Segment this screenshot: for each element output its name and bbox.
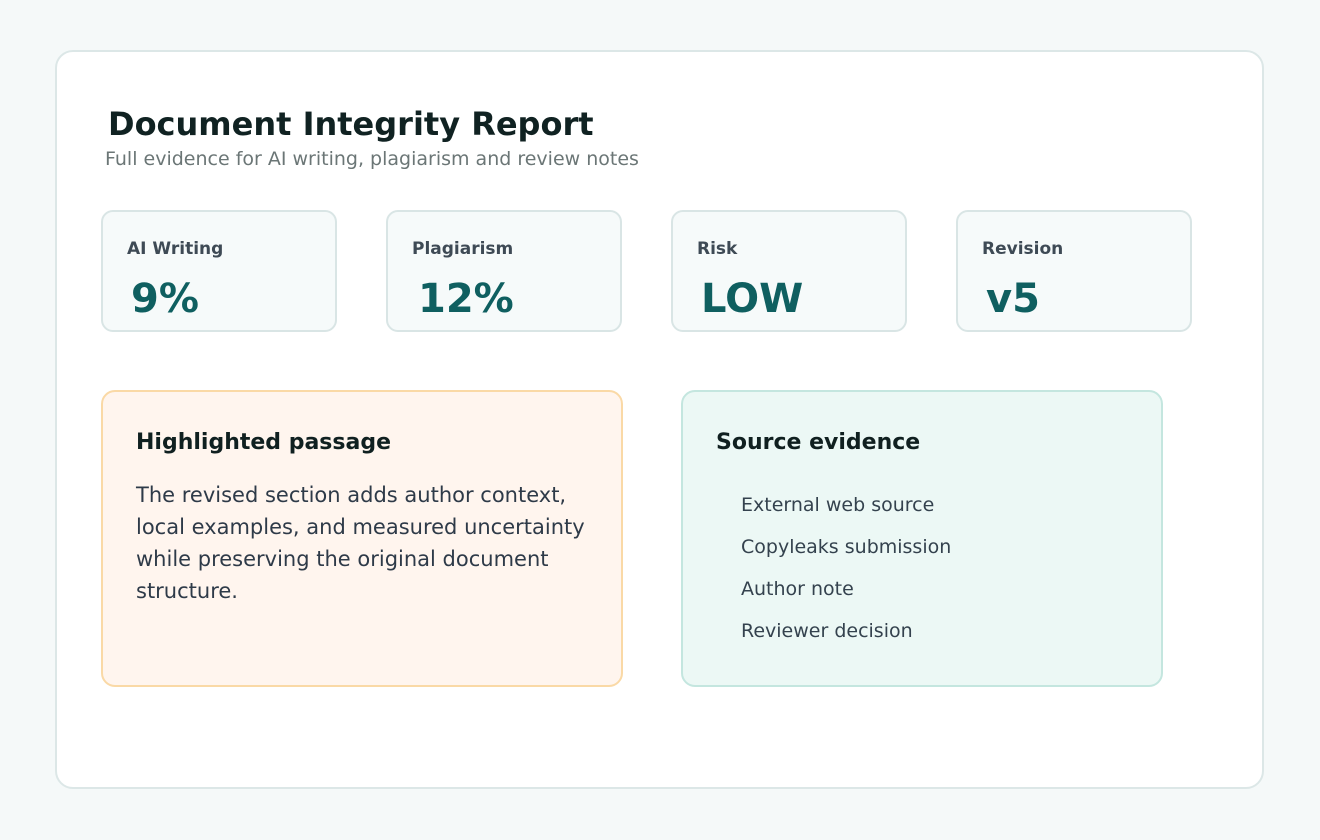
evidence-item: Reviewer decision [741,620,913,642]
metric-value: v5 [986,276,1040,322]
source-evidence-panel: Source evidence External web source Copy… [681,390,1163,687]
metric-value: LOW [701,276,804,322]
evidence-item: Copyleaks submission [741,536,952,558]
metric-value: 12% [418,276,514,322]
report-card: Document Integrity Report Full evidence … [55,50,1264,789]
evidence-list: External web source Copyleaks submission… [741,492,951,660]
passage-text: The revised section adds author context,… [136,483,585,603]
metric-label: Revision [982,239,1064,259]
panel-title: Highlighted passage [136,430,391,455]
metric-card-risk: Risk LOW [671,210,907,332]
panel-title: Source evidence [716,430,921,455]
page-subtitle: Full evidence for AI writing, plagiarism… [105,148,639,170]
evidence-item: Author note [741,578,854,600]
metric-label: Plagiarism [412,239,514,259]
metric-card-revision: Revision v5 [956,210,1192,332]
metric-value: 9% [131,276,199,322]
metric-label: AI Writing [127,239,224,259]
evidence-item: External web source [741,494,935,516]
metric-card-plagiarism: Plagiarism 12% [386,210,622,332]
highlighted-passage-panel: Highlighted passage The revised section … [101,390,623,687]
metric-label: Risk [697,239,738,259]
metric-card-ai-writing: AI Writing 9% [101,210,337,332]
page-title: Document Integrity Report [108,105,594,143]
